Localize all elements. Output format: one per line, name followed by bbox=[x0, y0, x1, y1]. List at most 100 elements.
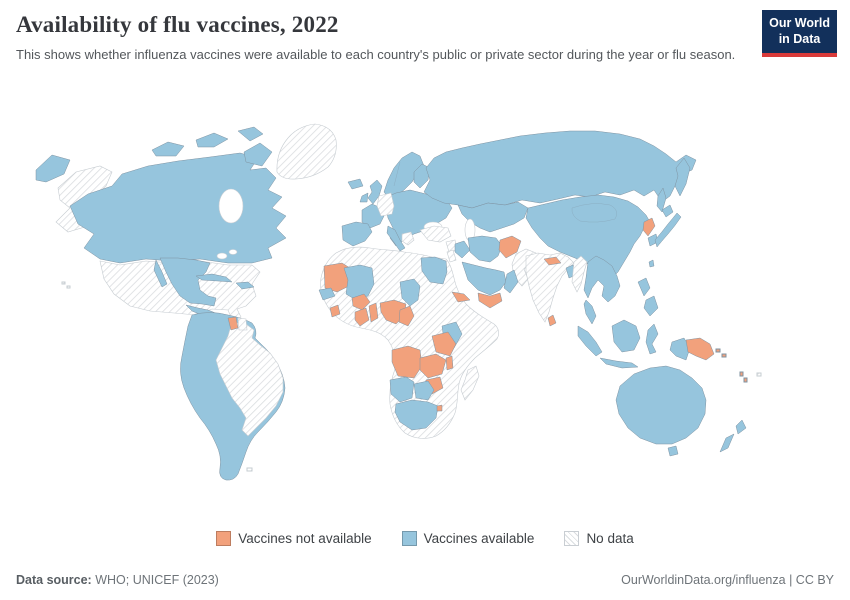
region-italy[interactable] bbox=[386, 225, 406, 252]
region-cameroon[interactable] bbox=[398, 305, 415, 327]
region-malawi[interactable] bbox=[445, 355, 454, 371]
region-solomon-islands[interactable] bbox=[715, 348, 721, 353]
region-iceland[interactable] bbox=[347, 178, 364, 190]
region-burkina-faso[interactable] bbox=[351, 293, 371, 311]
region-united-kingdom[interactable] bbox=[367, 179, 383, 205]
region-ghana[interactable] bbox=[354, 307, 370, 327]
region-sumatra[interactable] bbox=[577, 325, 603, 357]
region-greenland[interactable] bbox=[276, 123, 337, 180]
legend-item-no-data[interactable]: No data bbox=[564, 531, 634, 546]
region-north-korea[interactable] bbox=[642, 217, 656, 237]
region-myanmar[interactable] bbox=[571, 255, 588, 293]
region-brazil[interactable] bbox=[215, 321, 284, 437]
region-suriname[interactable] bbox=[237, 317, 248, 331]
region-tanzania[interactable] bbox=[431, 331, 457, 357]
legend-label-available: Vaccines available bbox=[423, 531, 535, 546]
region-guyana[interactable] bbox=[227, 316, 239, 331]
region-mali[interactable] bbox=[343, 264, 375, 301]
region-solomon-islands[interactable] bbox=[721, 353, 727, 358]
region-philippines-south[interactable] bbox=[643, 295, 659, 317]
region-hispaniola[interactable] bbox=[235, 281, 255, 290]
region-baja[interactable] bbox=[153, 259, 168, 288]
region-saudi-arabia[interactable] bbox=[461, 261, 507, 296]
region-egypt[interactable] bbox=[420, 256, 448, 285]
region-levant[interactable] bbox=[446, 249, 457, 263]
page-title: Availability of flu vaccines, 2022 bbox=[16, 12, 339, 37]
region-eswatini[interactable] bbox=[436, 404, 443, 412]
region-vanuatu[interactable] bbox=[739, 371, 744, 377]
region-finland[interactable] bbox=[413, 163, 431, 189]
region-canada-arctic[interactable] bbox=[151, 141, 185, 157]
world-map bbox=[35, 123, 762, 481]
footer-links: OurWorldinData.org/influenza | CC BY bbox=[621, 573, 834, 587]
region-china[interactable] bbox=[525, 194, 651, 279]
region-philippines[interactable] bbox=[637, 277, 651, 297]
region-japan-honshu[interactable] bbox=[654, 212, 682, 248]
region-vanuatu[interactable] bbox=[743, 377, 748, 383]
region-oman[interactable] bbox=[503, 269, 519, 294]
hudson-bay bbox=[218, 188, 244, 224]
region-turkey[interactable] bbox=[419, 225, 452, 243]
owid-logo[interactable]: Our World in Data bbox=[762, 10, 837, 58]
region-russia[interactable] bbox=[423, 130, 697, 209]
region-taiwan[interactable] bbox=[648, 259, 655, 268]
region-canada[interactable] bbox=[69, 152, 287, 264]
legend-item-not-available[interactable]: Vaccines not available bbox=[216, 531, 372, 546]
region-hawaii[interactable] bbox=[61, 281, 66, 285]
region-mauritania[interactable] bbox=[323, 262, 351, 293]
region-greece[interactable] bbox=[401, 231, 415, 246]
region-tasmania[interactable] bbox=[667, 445, 679, 457]
region-canada-arctic[interactable] bbox=[237, 126, 264, 142]
region-eritrea[interactable] bbox=[451, 291, 471, 303]
region-sulawesi[interactable] bbox=[645, 323, 659, 355]
region-ireland[interactable] bbox=[359, 192, 369, 203]
region-zambia[interactable] bbox=[419, 353, 447, 379]
region-afghanistan[interactable] bbox=[498, 235, 522, 259]
region-malay-peninsula[interactable] bbox=[583, 299, 597, 325]
region-java[interactable] bbox=[599, 357, 639, 369]
region-germany[interactable] bbox=[376, 192, 395, 217]
region-sakhalin[interactable] bbox=[656, 187, 667, 213]
region-kamchatka[interactable] bbox=[674, 157, 691, 197]
region-botswana[interactable] bbox=[413, 380, 435, 401]
region-russia-chukotka[interactable] bbox=[35, 154, 71, 183]
region-canada-arctic[interactable] bbox=[195, 132, 229, 148]
region-west-new-guinea[interactable] bbox=[669, 337, 691, 361]
region-senegal[interactable] bbox=[318, 287, 336, 301]
region-hawaii[interactable] bbox=[66, 285, 71, 289]
region-australia[interactable] bbox=[615, 365, 707, 445]
region-iberia[interactable] bbox=[341, 221, 373, 247]
region-mexico[interactable] bbox=[159, 257, 217, 307]
region-cuba[interactable] bbox=[195, 273, 233, 283]
region-papua-new-guinea[interactable] bbox=[685, 337, 715, 361]
region-fiji[interactable] bbox=[756, 372, 762, 377]
mongolia-border bbox=[571, 203, 617, 223]
region-sierra-leone[interactable] bbox=[329, 304, 341, 318]
owid-logo-line1: Our World bbox=[769, 16, 830, 30]
region-iran[interactable] bbox=[467, 235, 503, 263]
region-new-zealand-north[interactable] bbox=[735, 419, 747, 435]
region-south-africa[interactable] bbox=[394, 399, 439, 431]
region-togo-benin[interactable] bbox=[368, 302, 379, 323]
owid-link[interactable]: OurWorldinData.org/influenza bbox=[621, 573, 786, 587]
region-falkland[interactable] bbox=[246, 467, 253, 472]
region-angola[interactable] bbox=[391, 345, 423, 379]
great-lake bbox=[228, 249, 238, 255]
region-chad[interactable] bbox=[399, 278, 421, 307]
region-yemen[interactable] bbox=[477, 292, 503, 309]
region-namibia[interactable] bbox=[389, 376, 415, 403]
region-japan-hokkaido[interactable] bbox=[661, 204, 674, 218]
owid-logo-line2: in Data bbox=[778, 31, 821, 46]
region-indochina[interactable] bbox=[583, 255, 621, 303]
region-borneo[interactable] bbox=[611, 319, 641, 353]
license-link[interactable]: CC BY bbox=[795, 573, 834, 587]
region-iraq[interactable] bbox=[454, 240, 471, 259]
region-madagascar[interactable] bbox=[460, 365, 480, 401]
region-india[interactable] bbox=[525, 252, 575, 323]
region-nepal[interactable] bbox=[543, 256, 562, 266]
region-new-zealand-south[interactable] bbox=[719, 433, 735, 453]
region-sri-lanka[interactable] bbox=[547, 314, 557, 327]
region-canada-baffin[interactable] bbox=[243, 142, 273, 167]
legend-item-available[interactable]: Vaccines available bbox=[401, 531, 535, 546]
data-source: Data source: WHO; UNICEF (2023) bbox=[16, 573, 219, 587]
